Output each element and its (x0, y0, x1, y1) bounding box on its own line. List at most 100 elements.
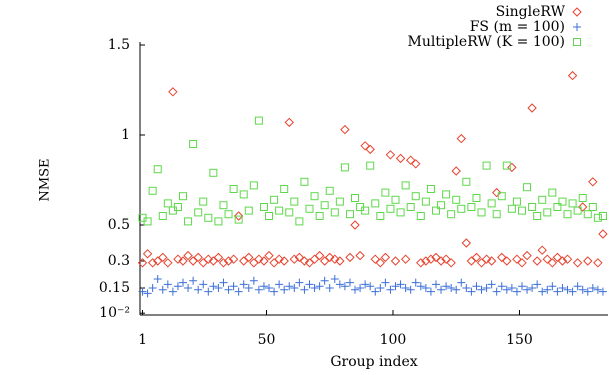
square-marker (270, 195, 279, 204)
diamond-marker (244, 252, 254, 263)
plus-marker (477, 285, 486, 294)
square-marker (259, 203, 268, 211)
diamond-marker (486, 256, 497, 266)
square-marker (457, 204, 466, 213)
plus-marker (290, 284, 299, 292)
diamond-marker (294, 252, 305, 263)
plus-marker (543, 285, 552, 294)
plus-marker (330, 275, 339, 283)
square-marker (376, 212, 385, 220)
plus-marker (411, 278, 420, 287)
plus-marker (224, 285, 233, 294)
diamond-marker (284, 117, 294, 128)
square-marker (472, 194, 481, 202)
square-marker (421, 197, 430, 206)
plus-marker (340, 282, 349, 291)
plus-marker (487, 280, 496, 289)
square-marker (593, 213, 602, 222)
diamond-marker (593, 258, 603, 268)
plus-marker (598, 287, 607, 296)
y-axis-label: NMSE (38, 158, 53, 201)
diamond-marker (537, 245, 547, 255)
plus-marker (173, 282, 182, 291)
diamond-marker (158, 252, 168, 263)
diamond-marker (426, 254, 436, 264)
square-marker (507, 204, 516, 213)
plus-marker (426, 287, 435, 296)
diamond-marker (233, 211, 244, 221)
plus-marker (138, 287, 147, 296)
diamond-marker (203, 254, 214, 264)
plus-marker (163, 280, 172, 289)
square-marker (305, 204, 314, 213)
plus-marker (179, 278, 188, 287)
plus-marker (280, 285, 289, 294)
square-marker (239, 190, 248, 199)
square-marker (487, 199, 496, 208)
x-axis-label: Group index (330, 354, 417, 370)
square-marker (452, 195, 461, 204)
square-marker (335, 197, 344, 206)
square-marker (254, 116, 263, 125)
square-marker (588, 203, 597, 211)
square-marker (396, 208, 405, 217)
diamond-marker (436, 256, 446, 266)
plus-marker (452, 285, 461, 294)
plus-marker (310, 284, 319, 292)
plus-marker (578, 285, 587, 294)
plus-marker (517, 282, 526, 291)
square-marker (477, 208, 486, 217)
plus-marker (361, 280, 370, 289)
diamond-marker (345, 252, 355, 263)
diamond-marker (572, 258, 583, 268)
plus-marker (325, 284, 334, 292)
diamond-marker (188, 256, 198, 266)
plus-marker (285, 282, 294, 291)
square-marker (482, 161, 491, 170)
plus-marker (345, 278, 354, 287)
plus-marker (335, 280, 344, 289)
y-tick-label: 0.15 (99, 280, 130, 296)
plus-marker (381, 278, 390, 287)
diamond-marker (491, 187, 502, 198)
diamond-marker (466, 256, 477, 266)
diamond-marker (441, 254, 451, 264)
plus-marker (376, 284, 385, 292)
diamond-marker (446, 258, 456, 268)
square-marker (406, 203, 415, 211)
diamond-marker (471, 252, 482, 263)
plus-marker (356, 284, 365, 292)
diamond-marker (583, 256, 593, 266)
square-marker (583, 210, 592, 219)
square-marker (416, 212, 425, 220)
diamond-marker (431, 252, 441, 263)
square-marker (533, 212, 542, 220)
legend-label: SingleRW (496, 4, 566, 20)
square-marker (517, 206, 526, 215)
legend-marker (572, 7, 582, 17)
square-marker (315, 212, 324, 220)
square-marker (280, 185, 289, 193)
plus-marker (548, 282, 557, 291)
square-marker (523, 183, 532, 192)
diamond-marker (416, 258, 426, 268)
plus-marker (168, 287, 177, 296)
plus-marker (259, 282, 268, 291)
square-marker (528, 203, 537, 211)
square-marker (371, 199, 380, 208)
diamond-marker (507, 162, 517, 173)
diamond-marker (168, 87, 178, 97)
plus-marker (148, 284, 157, 292)
plus-marker (512, 287, 521, 296)
plus-marker (194, 285, 203, 294)
diamond-marker (497, 252, 507, 263)
diamond-marker (142, 249, 153, 259)
plus-marker (153, 275, 162, 283)
y-tick-label: 0.5 (108, 217, 130, 233)
square-marker (543, 208, 552, 217)
diamond-marker (299, 256, 310, 266)
plus-marker (184, 284, 193, 292)
plus-marker (295, 278, 304, 287)
y-tick-label: 10⁻² (99, 305, 130, 321)
